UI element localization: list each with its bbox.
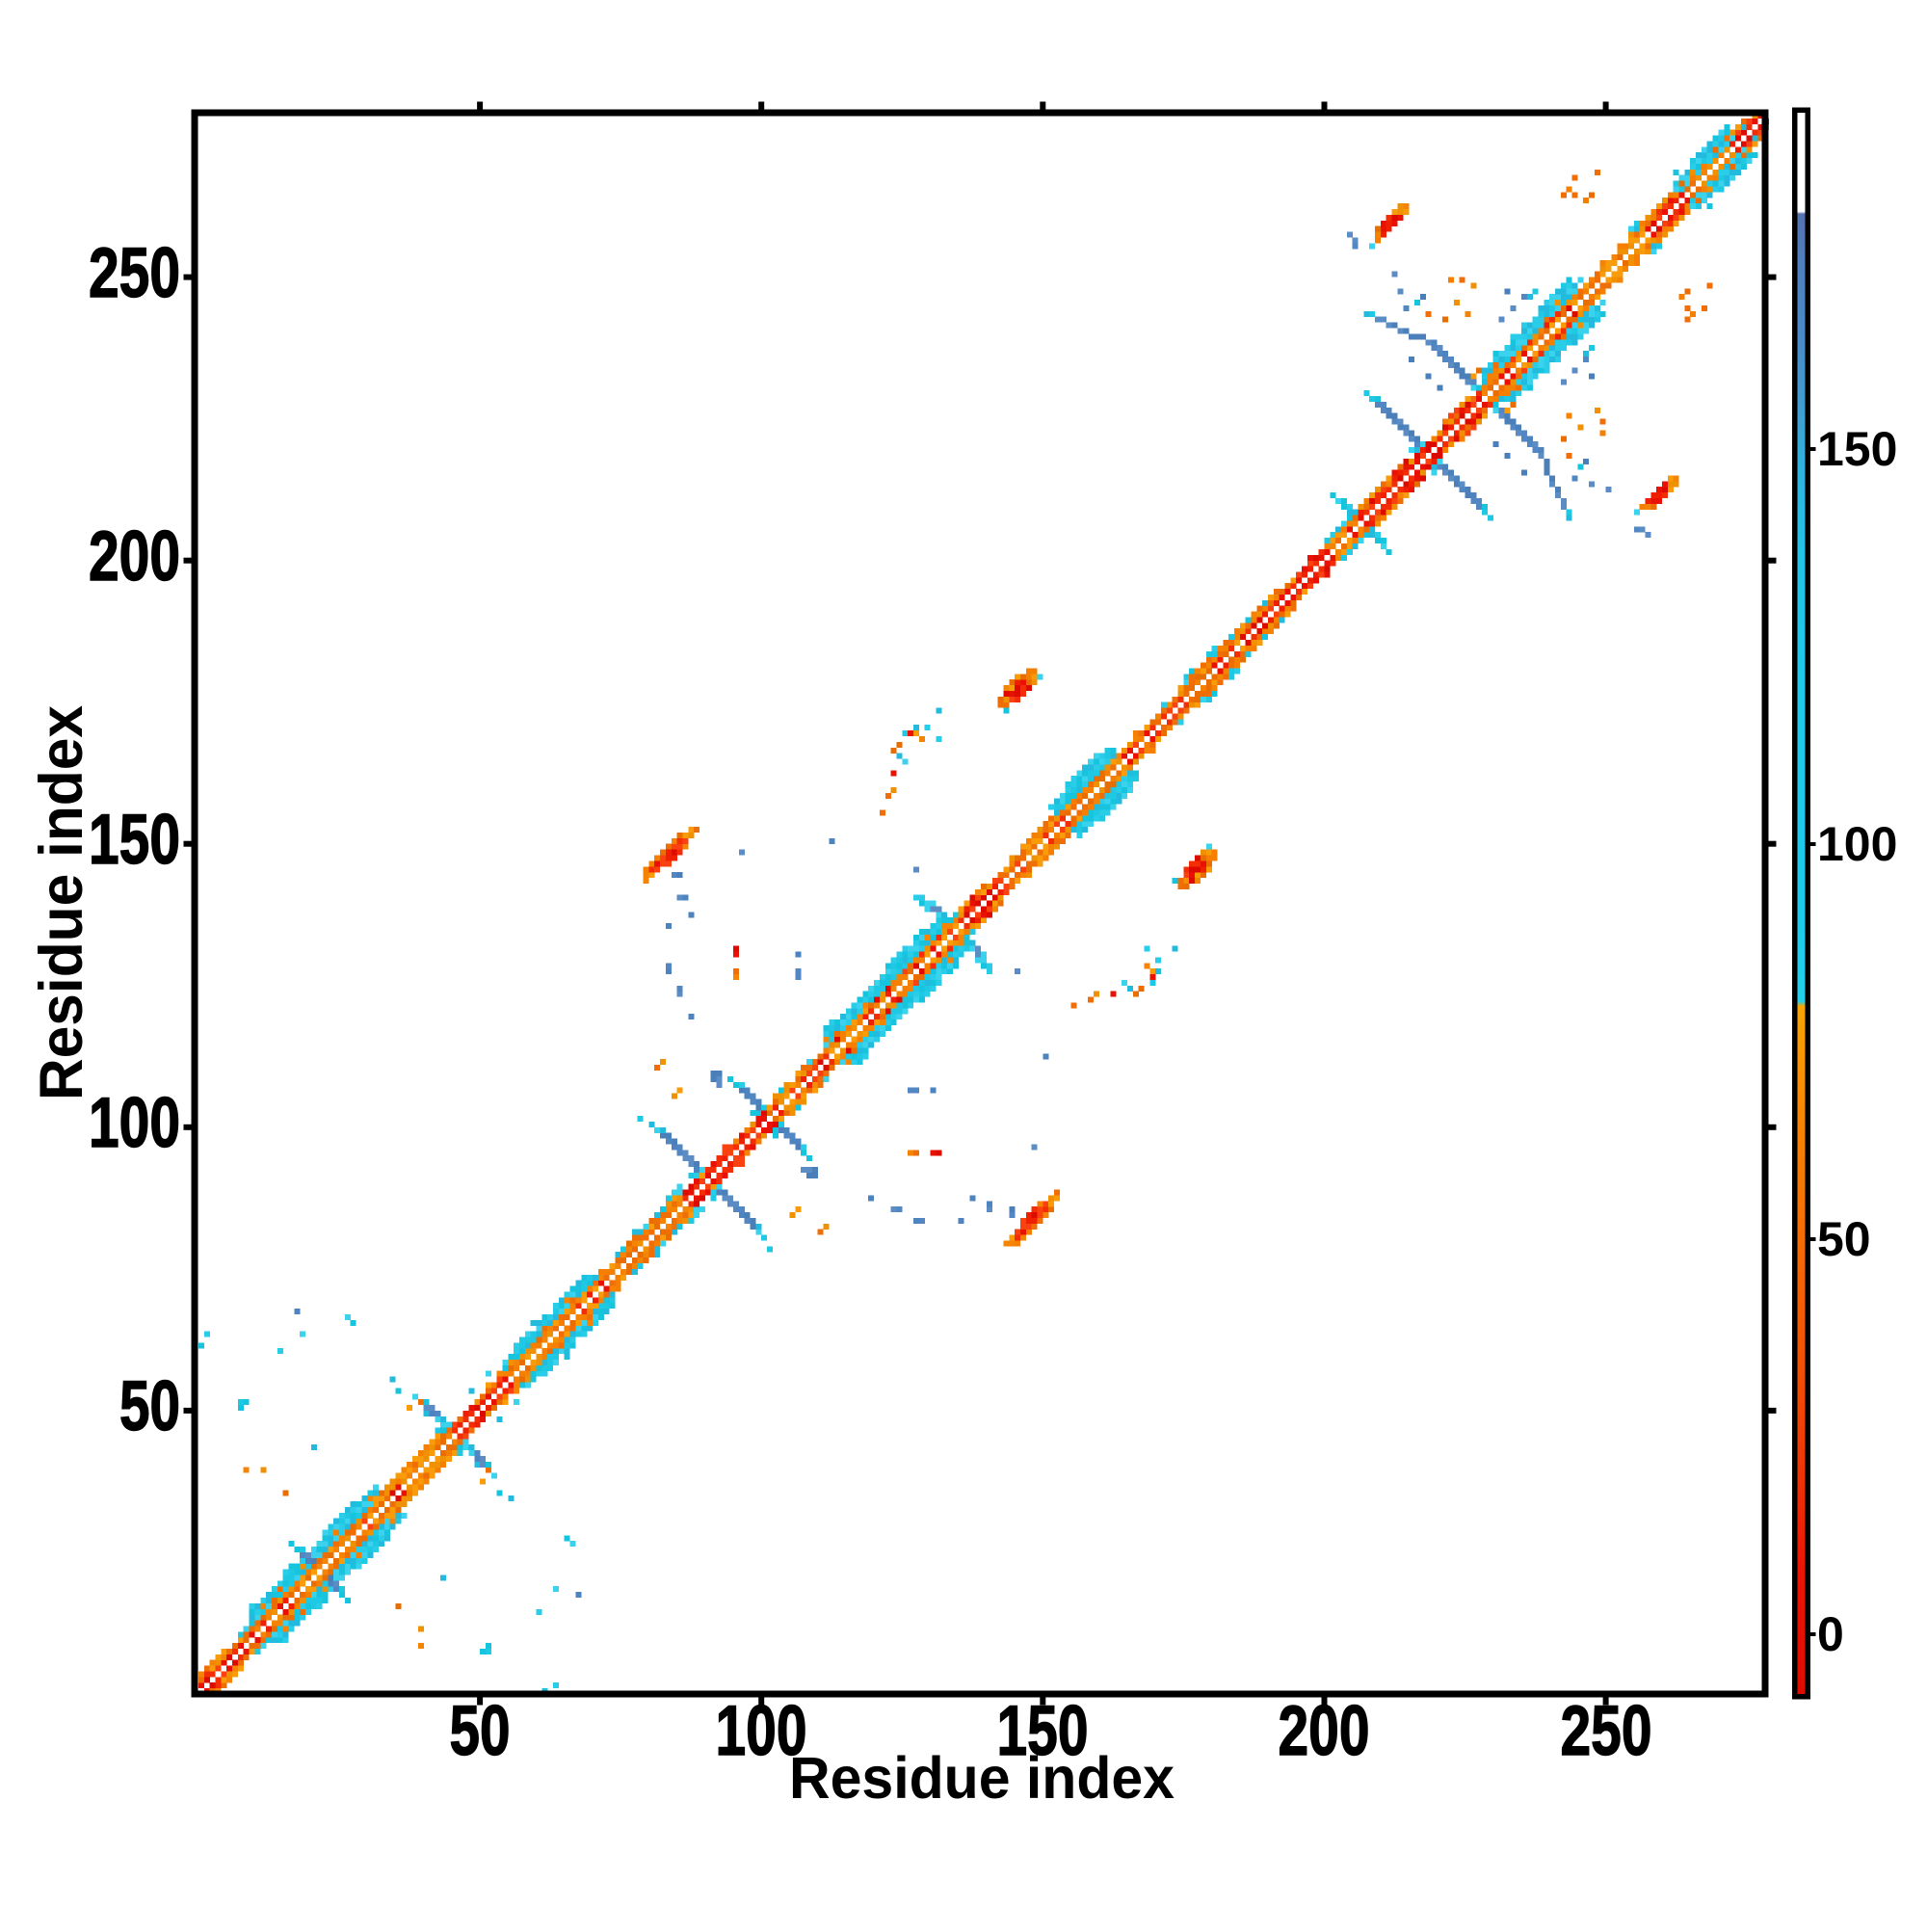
svg-text:50: 50: [450, 1692, 511, 1770]
svg-text:50: 50: [1817, 1212, 1871, 1266]
svg-text:150: 150: [997, 1692, 1089, 1770]
svg-text:150: 150: [1817, 422, 1897, 476]
svg-text:100: 100: [1817, 817, 1897, 871]
svg-text:200: 200: [1279, 1692, 1370, 1770]
svg-text:0: 0: [1817, 1607, 1844, 1661]
svg-text:100: 100: [716, 1692, 807, 1770]
svg-text:150: 150: [89, 801, 180, 879]
svg-text:200: 200: [89, 517, 180, 595]
svg-text:50: 50: [119, 1367, 180, 1445]
svg-text:250: 250: [89, 234, 180, 312]
svg-text:Residue index: Residue index: [789, 1745, 1175, 1811]
svg-text:Residue index: Residue index: [28, 705, 95, 1100]
svg-text:250: 250: [1561, 1692, 1652, 1770]
svg-text:100: 100: [89, 1084, 180, 1162]
